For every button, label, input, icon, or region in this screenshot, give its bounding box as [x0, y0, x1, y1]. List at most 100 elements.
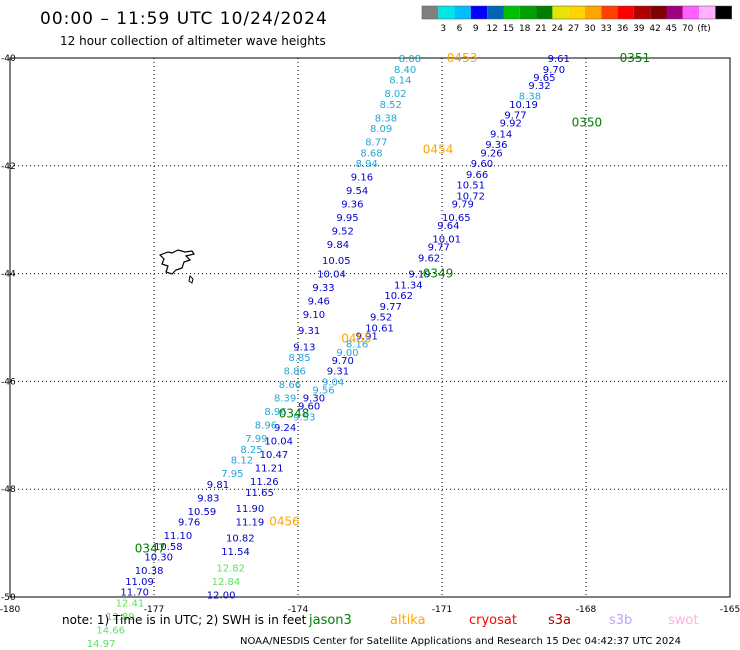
swh-value-label: 8.96	[255, 421, 277, 432]
swh-value-label: 10.01	[432, 235, 461, 246]
swh-value-label: 8.16	[346, 340, 368, 351]
swh-value-label: 8.09	[370, 124, 392, 135]
color-scale-label: 3	[440, 24, 446, 34]
swh-value-label: 10.65	[442, 213, 471, 224]
swh-value-label: 9.84	[327, 240, 349, 251]
swh-value-label: 10.62	[384, 291, 413, 302]
x-tick-label: -174	[288, 605, 309, 615]
swh-value-label: 9.54	[346, 186, 368, 197]
axis-tick-labels: -180 -177 -174 -171 -168 -165 -40 -42 -44 -46 -48 -…	[0, 54, 740, 615]
swh-value-label: 9.61	[548, 54, 570, 65]
x-tick-label: -171	[432, 605, 452, 615]
pass-time-label: 0455	[341, 331, 372, 345]
satellite-legend-item: s3a	[548, 613, 571, 628]
swh-value-label: 9.16	[351, 173, 373, 184]
satellite-legend-item: cryosat	[469, 613, 517, 628]
pass-time-label: 0453	[447, 51, 478, 65]
satellite-legend-item: swot	[668, 613, 698, 628]
swh-value-label: 12.82	[216, 563, 245, 574]
color-swatch	[487, 6, 504, 19]
satellite-legend: jason3 altika cryosat s3a s3b swot	[308, 613, 698, 628]
swh-value-label: 9.31	[298, 326, 320, 337]
color-scale-label: 42	[649, 24, 660, 34]
swh-values: 9.619.709.659.328.3810.199.779.929.149.3…	[87, 54, 570, 650]
swh-value-label: 8.25	[240, 445, 262, 456]
y-tick-label: -48	[1, 485, 16, 495]
swh-value-label: 11.70	[120, 588, 149, 599]
swh-value-label: 9.60	[471, 159, 493, 170]
color-swatch	[503, 6, 520, 19]
color-scale-label: (ft)	[697, 24, 711, 34]
swh-value-label: 9.31	[327, 367, 349, 378]
swh-value-label: 7.95	[221, 469, 243, 480]
swh-value-label: 10.30	[144, 553, 173, 564]
swh-value-label: 9.70	[543, 65, 565, 76]
x-tick-label: -177	[144, 605, 164, 615]
swh-value-label: 11.21	[255, 464, 284, 475]
y-tick-label: -50	[1, 593, 16, 603]
pass-time-label: 0347	[135, 541, 166, 555]
color-scale-label: 21	[535, 24, 546, 34]
swh-value-label: 9.36	[485, 140, 507, 151]
swh-value-label: 9.10	[303, 310, 325, 321]
swh-value-label: 9.92	[500, 119, 522, 130]
swh-value-label: 8.86	[284, 367, 306, 378]
color-scale-label: 45	[666, 24, 677, 34]
chart-title: 00:00 – 11:59 UTC 10/24/2024	[40, 9, 328, 29]
swh-value-label: 9.81	[207, 480, 229, 491]
swh-value-label: 9.91	[356, 332, 378, 343]
swh-value-label: 8.52	[380, 100, 402, 111]
swh-value-label: 10.04	[264, 437, 293, 448]
swh-value-label: 9.56	[312, 385, 334, 396]
swh-value-label: 10.59	[188, 507, 217, 518]
y-tick-label: -40	[1, 54, 16, 64]
swh-value-label: 9.77	[504, 111, 526, 122]
swh-value-label: 9.77	[428, 243, 450, 254]
island-outline	[158, 249, 195, 284]
y-tick-label: -42	[1, 162, 16, 172]
swh-value-label: 8.02	[384, 89, 406, 100]
swh-value-label: 9.77	[380, 302, 402, 313]
color-swatch	[601, 6, 618, 19]
color-scale-label: 12	[486, 24, 497, 34]
swh-value-label: 9.52	[332, 226, 354, 237]
color-scale-label: 70	[682, 24, 694, 34]
swh-value-label: 9.13	[293, 342, 315, 353]
x-tick-label: -180	[0, 605, 20, 615]
swh-value-label: 9.62	[418, 253, 440, 264]
swh-value-label: 9.83	[197, 493, 219, 504]
swh-value-label: 10.58	[154, 542, 183, 553]
color-swatch	[519, 6, 537, 19]
pass-time-labels: 0351 0350 0349 0348 0347 0453 0454 0455 0456	[135, 51, 650, 555]
color-swatch	[699, 6, 716, 19]
swh-value-label: 10.19	[509, 100, 538, 111]
satellite-legend-item: jason3	[308, 613, 352, 628]
color-swatch	[585, 6, 602, 19]
swh-value-label: 11.10	[164, 531, 193, 542]
swh-value-label: 11.34	[394, 280, 423, 291]
color-swatch	[650, 6, 667, 19]
swh-value-label: 9.70	[332, 356, 354, 367]
color-swatch	[536, 6, 553, 19]
color-scale-label: 6	[457, 24, 463, 34]
color-swatch	[568, 6, 585, 19]
swh-value-label: 8.85	[288, 353, 310, 364]
pass-time-label: 0348	[279, 407, 310, 421]
pass-time-label: 0456	[269, 515, 300, 529]
swh-value-label: 9.33	[312, 283, 334, 294]
swh-value-label: 10.72	[456, 191, 485, 202]
satellite-legend-item: altika	[390, 613, 426, 628]
color-swatch	[682, 6, 700, 19]
swh-value-label: 12.00	[207, 590, 236, 601]
pass-time-label: 0350	[572, 116, 603, 130]
color-swatch	[454, 6, 471, 19]
pass-time-label: 0454	[423, 143, 454, 157]
swh-value-label: 9.64	[437, 221, 459, 232]
swh-value-label: 12.84	[212, 577, 241, 588]
swh-value-label: 11.90	[236, 504, 265, 515]
swh-value-label: 8.39	[274, 394, 296, 405]
x-tick-label: -168	[576, 605, 597, 615]
swh-value-label: 9.24	[274, 423, 296, 434]
footer-note: note: 1) Time is in UTC; 2) SWH is in fe…	[62, 613, 307, 627]
